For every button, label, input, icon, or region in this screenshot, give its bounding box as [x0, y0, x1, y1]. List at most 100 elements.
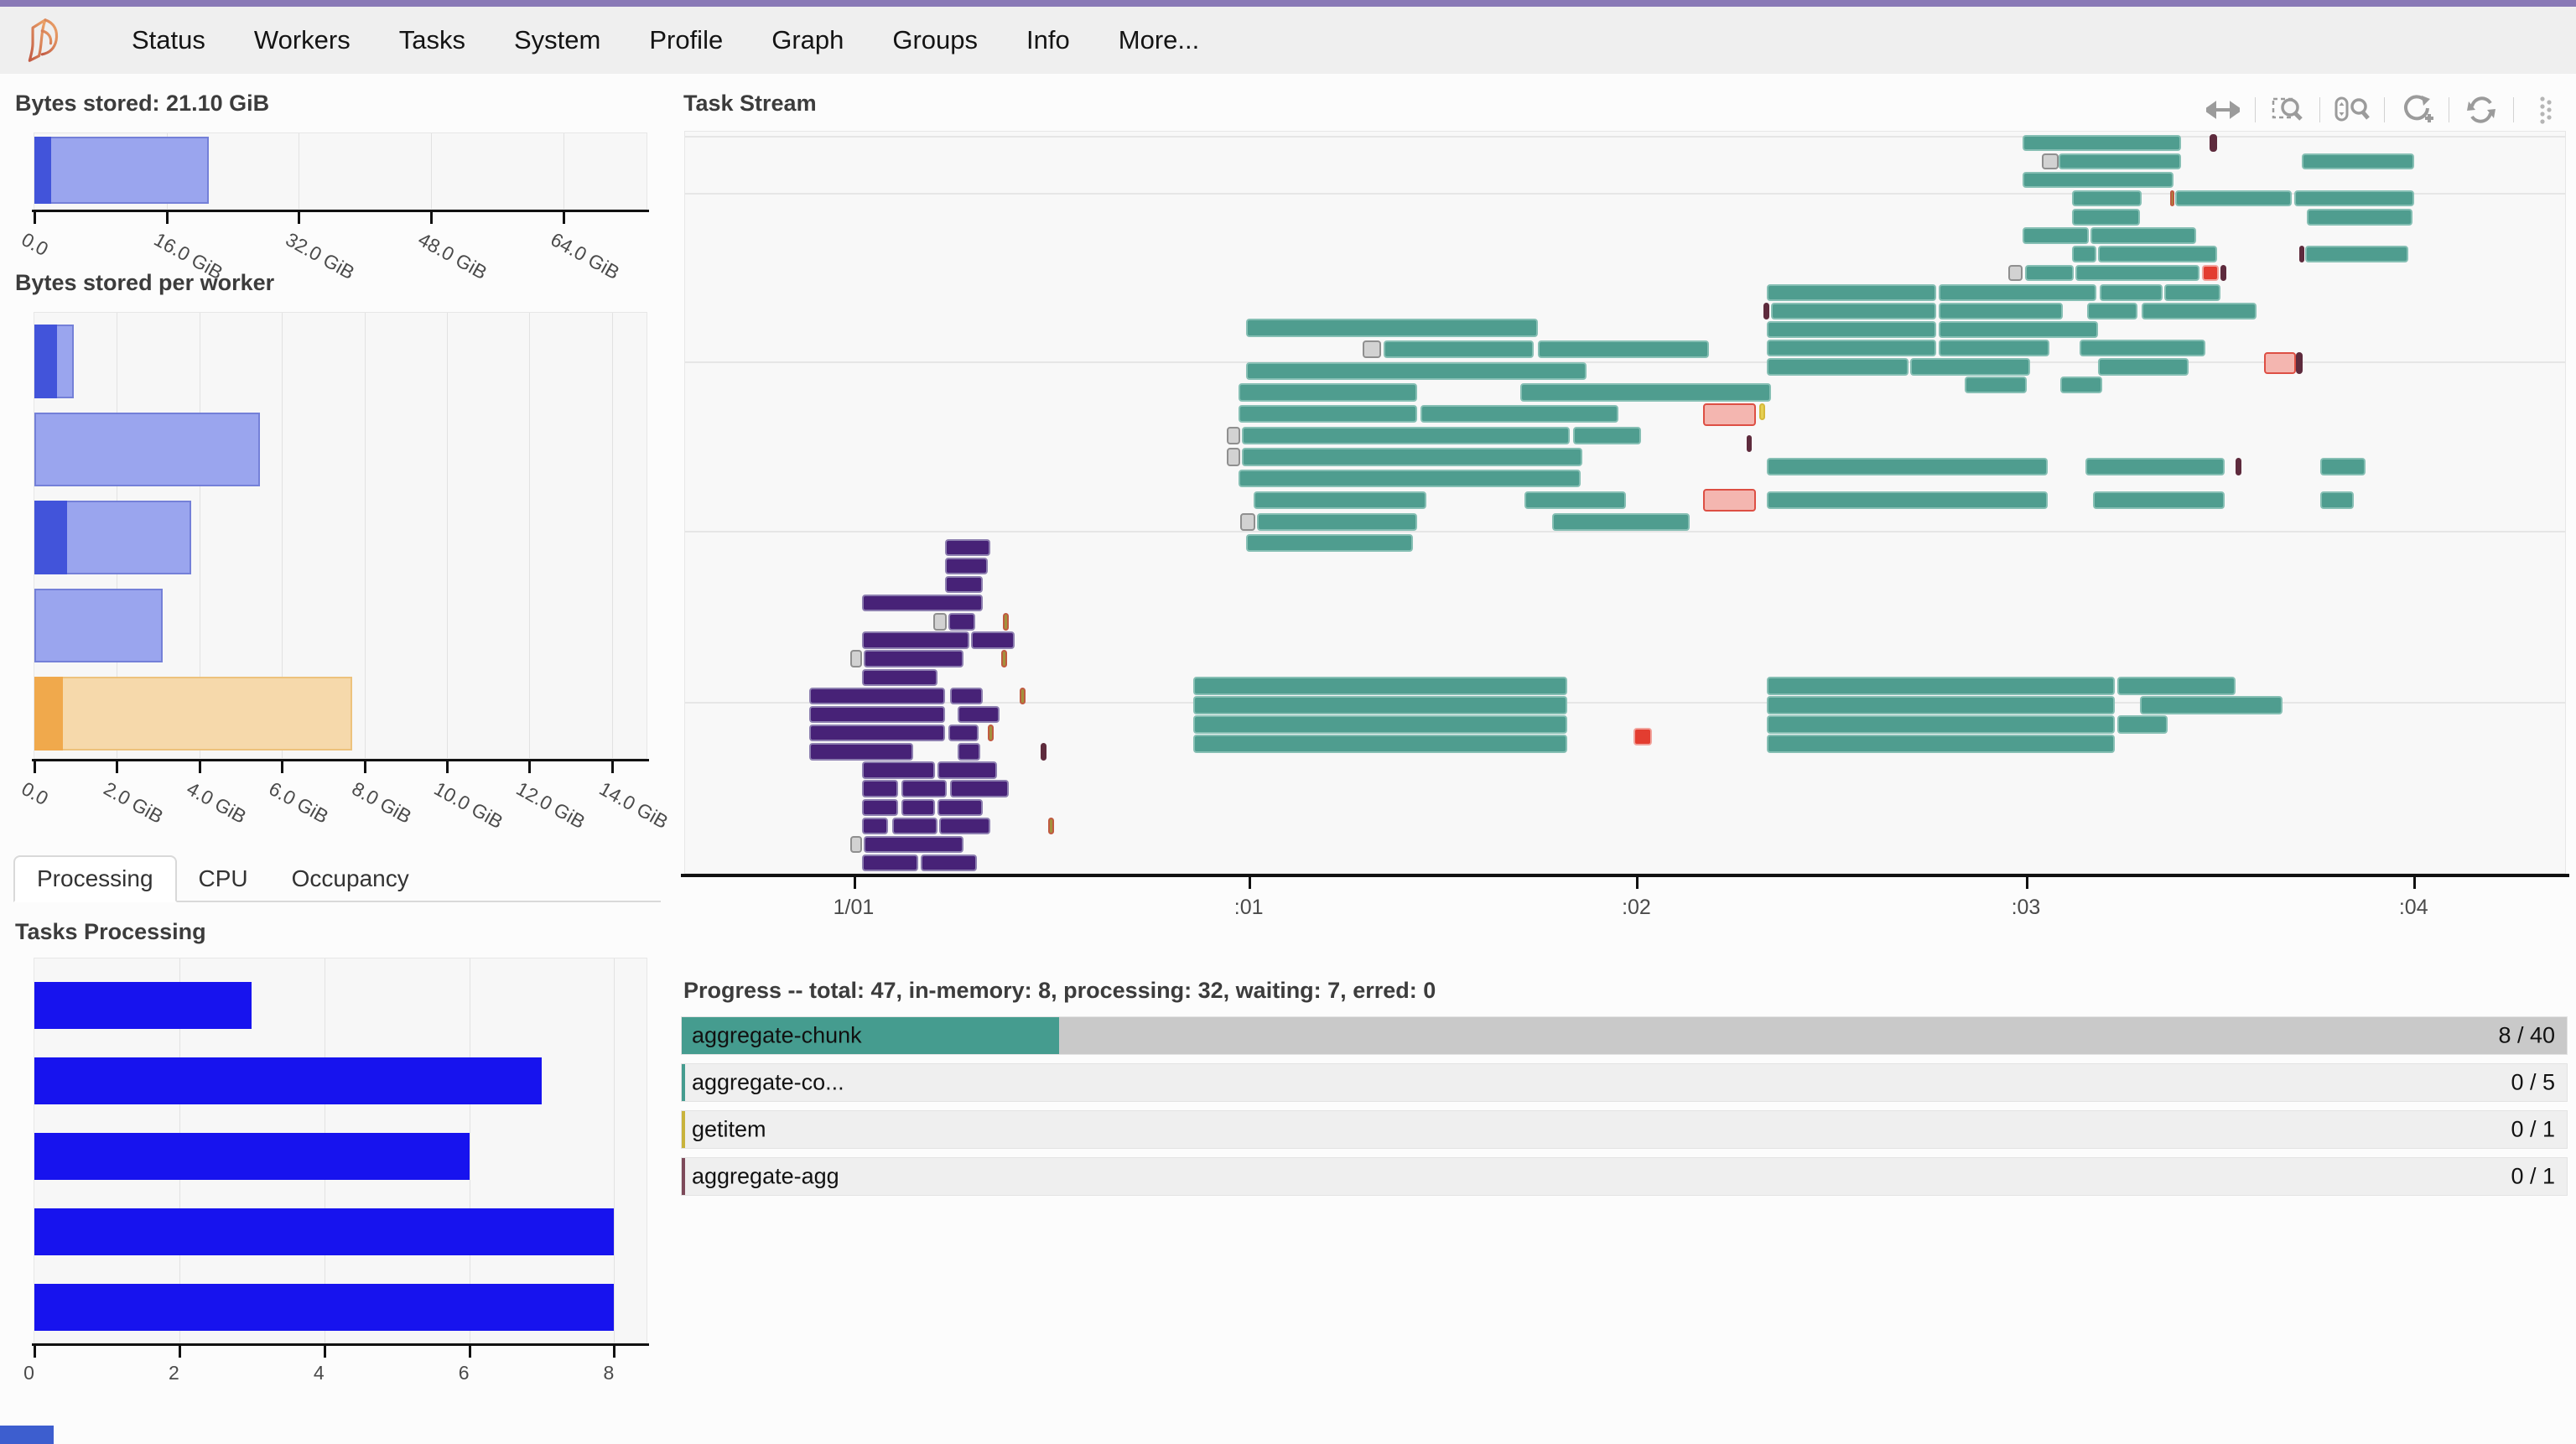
task-bar: [861, 594, 983, 612]
top-navbar: Status Workers Tasks System Profile Graph Grou…: [0, 0, 2576, 74]
box-zoom-icon[interactable]: [2269, 91, 2306, 129]
axis-tick-label: 32.0 GiB: [282, 228, 359, 284]
task-bar: [1759, 403, 1766, 420]
axis-tick-label: 6.0 GiB: [265, 777, 333, 828]
nav-item-system[interactable]: System: [513, 25, 601, 55]
axis-tick-label: 4: [313, 1362, 325, 1384]
task-bar: [1245, 361, 1587, 380]
axis-tick-label: 4.0 GiB: [183, 777, 250, 828]
task-bar: [1227, 426, 1240, 444]
task-bar: [861, 798, 898, 816]
axis-tick-label: 0: [23, 1362, 34, 1384]
dask-logo-icon[interactable]: [22, 15, 69, 65]
task-bar: [2320, 457, 2366, 476]
task-bar: [2169, 190, 2175, 207]
task-bar: [944, 538, 990, 556]
bokeh-logo-icon[interactable]: [2527, 91, 2564, 129]
task-stream-tick-label: 1/01: [833, 896, 875, 919]
task-bar: [864, 835, 964, 854]
task-stream-plot[interactable]: [684, 131, 2566, 874]
pan-icon[interactable]: [2198, 91, 2248, 136]
nav-item-info[interactable]: Info: [1026, 25, 1070, 55]
nav-item-workers[interactable]: Workers: [253, 25, 351, 55]
task-bar: [901, 780, 947, 797]
task-bar: [2293, 190, 2415, 207]
task-bar: [1245, 534, 1414, 553]
task-bar: [809, 705, 945, 724]
worker-memory-bar: [34, 589, 163, 662]
task-bar: [971, 631, 1015, 649]
wheel-zoom-icon[interactable]: [2334, 91, 2371, 129]
progress-count: 0 / 5: [2511, 1069, 2555, 1095]
tasks-processing-bar: [34, 1284, 615, 1331]
task-bar: [1238, 383, 1417, 402]
task-bar: [1524, 491, 1626, 510]
task-bar: [2209, 133, 2217, 152]
task-bar: [1537, 340, 1709, 359]
tab-occupancy[interactable]: Occupancy: [291, 865, 409, 891]
task-bar: [850, 835, 862, 854]
task-bar: [1938, 340, 2049, 357]
nav-item-status[interactable]: Status: [132, 25, 205, 55]
task-bar: [2079, 340, 2206, 357]
task-bar: [948, 613, 975, 631]
axis-tick-label: 8: [603, 1362, 615, 1384]
task-bar: [2023, 171, 2174, 189]
task-bar: [861, 668, 937, 686]
task-bar: [944, 575, 983, 594]
nav-item-groups[interactable]: Groups: [892, 25, 979, 55]
reset-icon[interactable]: [2463, 91, 2500, 129]
task-bar: [2098, 358, 2189, 376]
task-bar: [2299, 246, 2304, 262]
nav-item-more[interactable]: More...: [1118, 25, 1200, 55]
task-bar: [809, 725, 945, 742]
task-bar: [958, 705, 1000, 724]
axis-tick-label: 48.0 GiB: [414, 228, 491, 284]
bokeh-toolbar: [2198, 91, 2564, 136]
toolbar-separator: [2384, 97, 2385, 122]
bytes-stored-chart: [34, 132, 647, 210]
task-bar: [1767, 340, 1937, 357]
task-bar: [1227, 448, 1240, 466]
worker-memory-managed-bar: [34, 325, 58, 398]
task-bar: [1763, 302, 1769, 320]
task-bar: [1253, 491, 1427, 510]
axis-tick-label: 64.0 GiB: [546, 228, 623, 284]
tab-processing[interactable]: Processing: [13, 855, 177, 902]
task-bar: [1192, 715, 1568, 734]
bytes-stored-title: Bytes stored: 21.10 GiB: [15, 91, 270, 116]
axis-tick-label: 14.0 GiB: [595, 777, 672, 834]
task-bar: [2175, 190, 2293, 207]
toolbar-separator: [2255, 97, 2256, 122]
task-bar: [2023, 227, 2089, 244]
axis-tick-label: 6: [458, 1362, 470, 1384]
nav-item-tasks[interactable]: Tasks: [398, 25, 465, 55]
task-bar: [809, 743, 913, 761]
progress-label: aggregate-co...: [692, 1069, 844, 1095]
task-bar: [950, 780, 1009, 797]
task-bar: [2295, 352, 2303, 374]
progress-row: aggregate-agg 0 / 1: [681, 1157, 2568, 1196]
task-bar: [2116, 677, 2236, 695]
task-bar: [2024, 264, 2075, 282]
task-bar: [2007, 264, 2023, 282]
task-bar: [861, 780, 898, 797]
task-bar: [809, 687, 945, 705]
task-stream-tick-label: :01: [1233, 896, 1264, 919]
task-bar: [1020, 687, 1026, 705]
progress-label: aggregate-chunk: [692, 1022, 862, 1048]
nav-item-profile[interactable]: Profile: [649, 25, 724, 55]
task-bar: [988, 725, 994, 742]
tab-cpu[interactable]: CPU: [198, 865, 248, 891]
task-stream-tick-label: :02: [1622, 896, 1651, 919]
task-bar: [1703, 403, 1756, 426]
zoom-in-icon[interactable]: [2392, 91, 2442, 136]
tasks-processing-chart: [34, 958, 647, 1343]
task-bar: [1767, 457, 2048, 476]
task-bar: [2236, 457, 2241, 476]
task-bar: [2090, 227, 2196, 244]
axis-tick-label: 0.0: [18, 228, 52, 261]
nav-item-graph[interactable]: Graph: [771, 25, 844, 55]
progress-row: aggregate-chunk 8 / 40: [681, 1016, 2568, 1055]
task-bar: [2201, 264, 2219, 282]
